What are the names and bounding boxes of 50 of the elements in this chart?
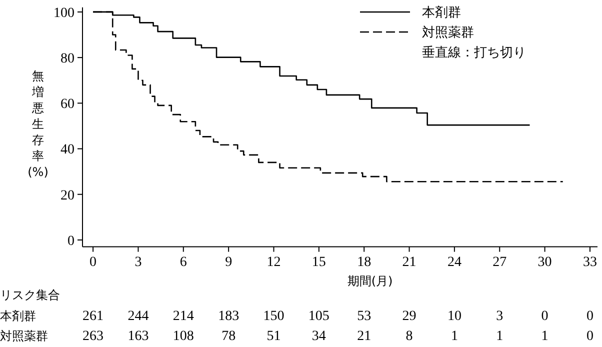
x-tick-label: 33 [582, 254, 597, 270]
legend-label: 対照薬群 [422, 24, 474, 41]
text: 108 [172, 329, 194, 344]
text: 29 [402, 309, 416, 324]
text: 51 [266, 329, 281, 344]
text: 8 [406, 329, 413, 344]
text: 105 [308, 309, 330, 324]
text: 163 [128, 329, 149, 344]
x-tick-label: 30 [538, 254, 552, 270]
x-tick-label: 15 [312, 254, 326, 270]
x-tick-label: 0 [90, 254, 97, 270]
text: 214 [172, 309, 194, 324]
text: 0 [541, 309, 548, 324]
text: 対照薬群 [0, 329, 48, 343]
text: 1 [450, 329, 458, 344]
y-tick-label: 80 [60, 51, 74, 66]
text: 78 [222, 329, 236, 344]
y-tick-label: 60 [60, 97, 74, 112]
text: 263 [82, 329, 104, 344]
text: 150 [263, 309, 284, 324]
text: 本剤群 [0, 309, 36, 323]
text: 53 [357, 309, 372, 324]
text: リスク集合 [0, 288, 60, 302]
text: 3 [496, 309, 504, 324]
y-tick-label: 20 [60, 188, 74, 204]
y-tick-label: 40 [60, 142, 74, 158]
text: 1 [496, 329, 504, 344]
text: 183 [218, 309, 240, 324]
text: 34 [312, 329, 326, 344]
text: 244 [128, 309, 149, 324]
x-tick-label: 3 [134, 254, 142, 270]
x-axis-title: 期間(月) [347, 274, 393, 288]
y-tick-label: 0 [68, 234, 74, 249]
x-tick-label: 6 [180, 254, 187, 270]
text: 21 [357, 329, 372, 344]
x-tick-label: 24 [447, 254, 462, 270]
text: 10 [447, 309, 462, 324]
x-tick-label: 27 [492, 254, 507, 270]
x-tick-label: 21 [402, 254, 416, 270]
legend-label: 本剤群 [422, 6, 461, 21]
text: 261 [82, 309, 104, 324]
annotation: 垂直線：打ち切り [422, 46, 526, 61]
x-tick-label: 9 [225, 254, 232, 270]
y-tick-label: 100 [54, 6, 74, 21]
text: 1 [541, 329, 548, 344]
text: 0 [586, 329, 594, 344]
x-tick-label: 18 [357, 254, 372, 270]
y-axis-title: 無増悪生存率(%) [28, 69, 48, 179]
x-tick-label: 12 [266, 254, 281, 270]
text: 0 [586, 309, 594, 324]
